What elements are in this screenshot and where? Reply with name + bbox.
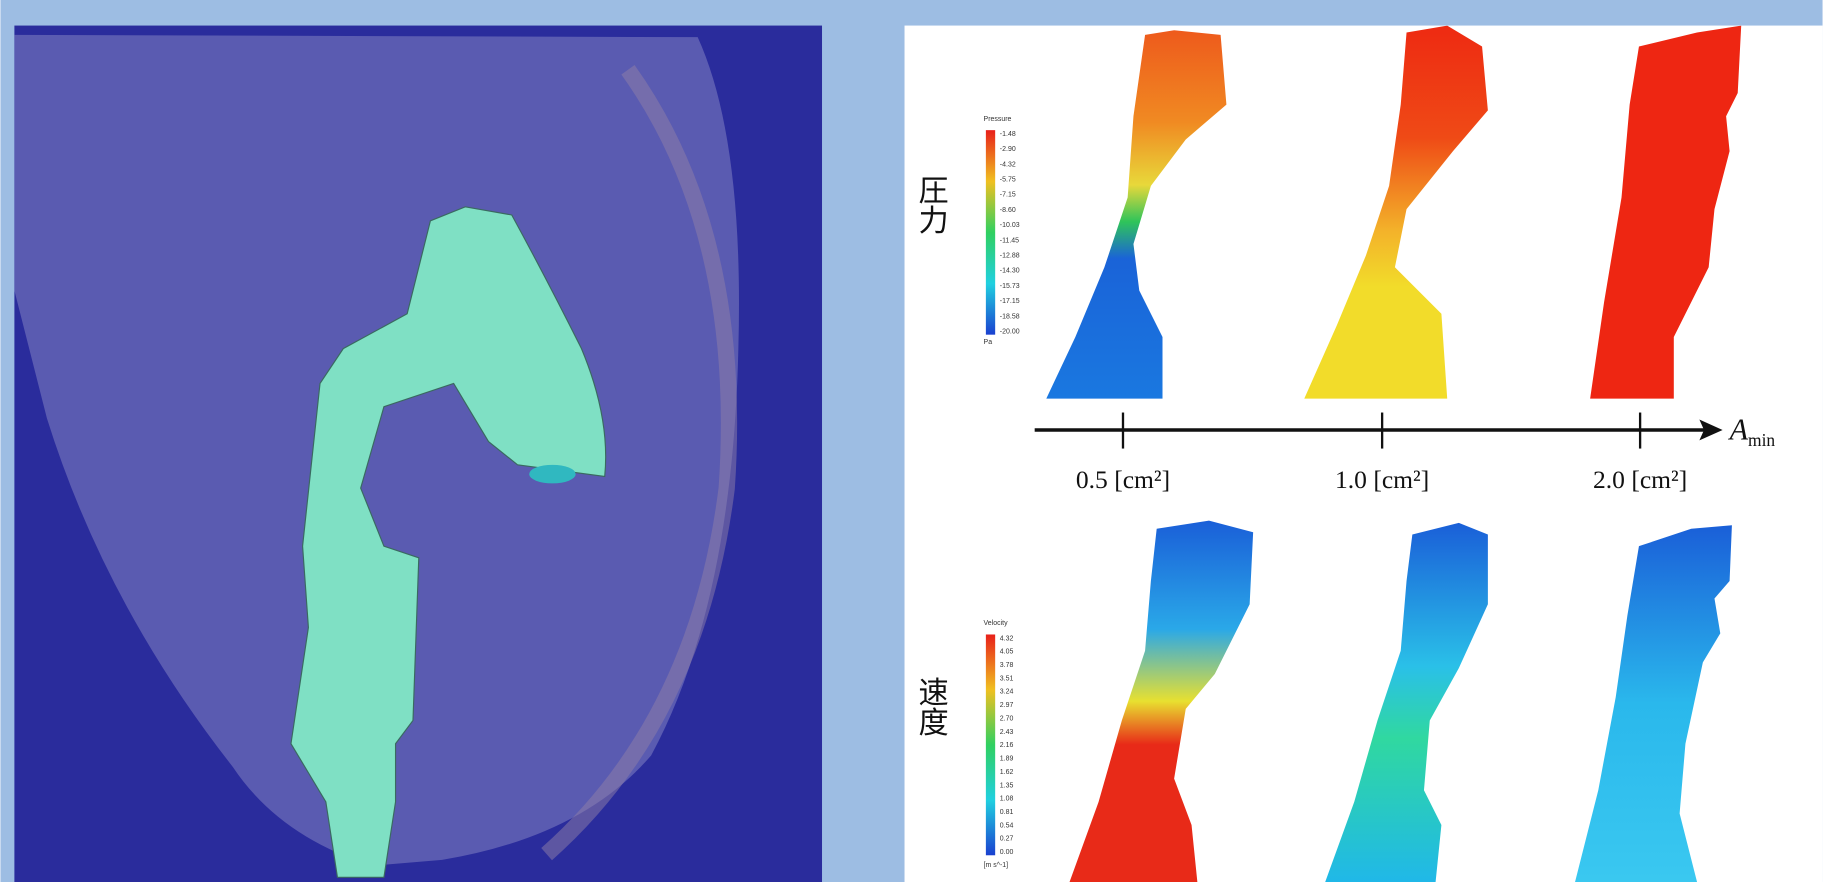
- legend-title: Pressure: [984, 116, 1012, 123]
- legend-tick: -18.58: [1000, 313, 1020, 320]
- legend-title: Velocity: [984, 620, 1009, 627]
- row-label: 速度: [913, 676, 948, 737]
- legend-tick: 0.81: [1000, 809, 1014, 816]
- legend-tick: -2.90: [1000, 146, 1016, 153]
- colorbar: [986, 130, 995, 335]
- row-label: 圧力: [913, 174, 948, 235]
- legend-unit: [m s^-1]: [984, 862, 1009, 869]
- legend-tick: -12.88: [1000, 253, 1020, 260]
- legend-tick: 2.97: [1000, 702, 1014, 709]
- legend-tick: 4.32: [1000, 635, 1014, 642]
- legend-tick: -20.00: [1000, 329, 1020, 336]
- legend-unit: Pa: [984, 339, 993, 346]
- legend-tick: 2.16: [1000, 742, 1014, 749]
- colorbar: [986, 634, 995, 855]
- legend-tick: 4.05: [1000, 649, 1014, 656]
- legend-tick: -17.15: [1000, 298, 1020, 305]
- legend-tick: 0.00: [1000, 849, 1014, 856]
- axis-tick-label: 2.0 [cm²]: [1593, 465, 1687, 494]
- legend-tick: -11.45: [1000, 237, 1019, 244]
- figure: 圧力 速度 Pressure Pa Velocity [m s^-1] Amin…: [0, 0, 1823, 882]
- legend-tick: 2.70: [1000, 715, 1014, 722]
- legend-tick: 0.27: [1000, 836, 1014, 843]
- legend-tick: -1.48: [1000, 131, 1016, 138]
- legend-tick: -5.75: [1000, 177, 1016, 184]
- legend-tick: 0.54: [1000, 822, 1014, 829]
- axis-tick-label: 1.0 [cm²]: [1335, 465, 1429, 494]
- legend-tick: 1.89: [1000, 756, 1014, 763]
- legend-tick: 1.62: [1000, 769, 1014, 776]
- legend-tick: 1.35: [1000, 782, 1014, 789]
- nostril: [529, 465, 575, 484]
- legend-tick: -14.30: [1000, 268, 1020, 275]
- legend-tick: -10.03: [1000, 222, 1020, 229]
- legend-tick: -4.32: [1000, 161, 1016, 168]
- legend-tick: -8.60: [1000, 207, 1016, 214]
- legend-tick: 3.51: [1000, 675, 1014, 682]
- legend-tick: 3.78: [1000, 662, 1014, 669]
- legend-tick: -7.15: [1000, 192, 1016, 199]
- axis-tick-label: 0.5 [cm²]: [1076, 465, 1170, 494]
- legend-tick: -15.73: [1000, 283, 1020, 290]
- legend-tick: 1.08: [1000, 796, 1014, 803]
- legend-tick: 2.43: [1000, 729, 1014, 736]
- legend-tick: 3.24: [1000, 689, 1014, 696]
